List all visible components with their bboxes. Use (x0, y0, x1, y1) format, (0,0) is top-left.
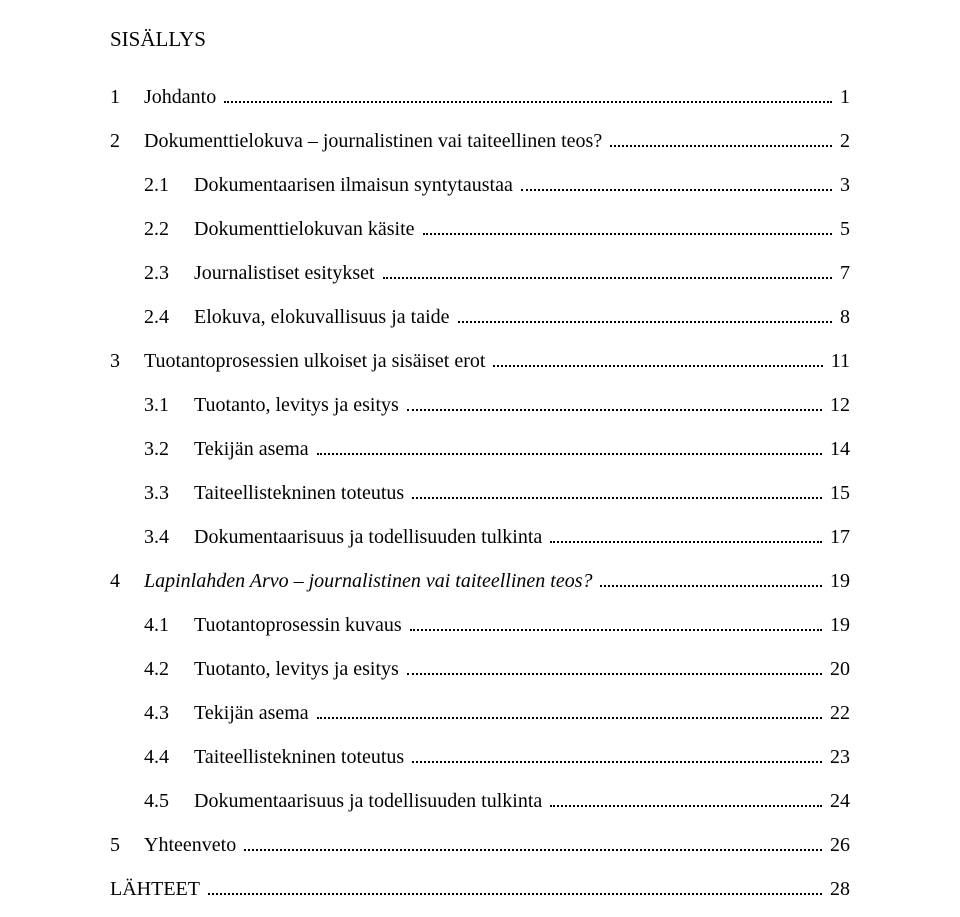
toc-entry-label: Lapinlahden Arvo – journalistinen vai ta… (144, 562, 596, 600)
toc-entry-number: 3 (110, 342, 144, 380)
toc-entry: 4.1Tuotantoprosessin kuvaus 19 (110, 606, 850, 644)
toc-entry-page: 1 (836, 78, 850, 116)
toc-entry: 4.4Taiteellistekninen toteutus 23 (110, 738, 850, 776)
toc-leader-dots (521, 178, 832, 191)
toc-entry: 2.4Elokuva, elokuvallisuus ja taide 8 (110, 298, 850, 336)
toc-entry-page: 28 (826, 870, 850, 908)
toc-leader-dots (493, 354, 822, 367)
toc-entry: 2.1Dokumentaarisen ilmaisun syntytaustaa… (110, 166, 850, 204)
toc-entry-label: Tuotanto, levitys ja esitys (194, 386, 403, 424)
toc-entry-page: 15 (826, 474, 850, 512)
toc-entry: 1Johdanto1 (110, 78, 850, 116)
toc-entry-page: 22 (826, 694, 850, 732)
toc-entry-page: 8 (836, 298, 850, 336)
toc-entry: 5Yhteenveto 26 (110, 826, 850, 864)
toc-leader-dots (410, 618, 822, 631)
toc-leader-dots (423, 222, 832, 235)
toc-entry: 3.2Tekijän asema 14 (110, 430, 850, 468)
toc-entry-label: Tuotantoprosessin kuvaus (194, 606, 406, 644)
toc-entry-page: 7 (836, 254, 850, 292)
toc-leader-dots (208, 882, 822, 895)
toc-entry-label: Tuotantoprosessien ulkoiset ja sisäiset … (144, 342, 489, 380)
toc-entry-number: 3.3 (144, 474, 194, 512)
toc-entry-number: 1 (110, 78, 144, 116)
toc-entry-label: Tekijän asema (194, 694, 313, 732)
toc-entry-page: 26 (826, 826, 850, 864)
toc-leader-dots (610, 134, 832, 147)
toc-entry-number: 3.2 (144, 430, 194, 468)
toc-leader-dots (412, 486, 822, 499)
toc-leader-dots (458, 310, 833, 323)
toc-entry-page: 14 (826, 430, 850, 468)
toc-entry: 2Dokumenttielokuva – journalistinen vai … (110, 122, 850, 160)
toc-entry-number: 3.4 (144, 518, 194, 556)
toc-entry-number: 2.4 (144, 298, 194, 336)
toc-list: 1Johdanto12Dokumenttielokuva – journalis… (110, 78, 850, 908)
toc-leader-dots (317, 706, 822, 719)
toc-entry-label: Dokumentaarisen ilmaisun syntytaustaa (194, 166, 517, 204)
toc-entry: 2.2Dokumenttielokuvan käsite 5 (110, 210, 850, 248)
toc-entry-number: 4 (110, 562, 144, 600)
toc-entry: 2.3Journalistiset esitykset 7 (110, 254, 850, 292)
toc-leader-dots (412, 750, 822, 763)
toc-entry-page: 5 (836, 210, 850, 248)
toc-entry-number: 4.4 (144, 738, 194, 776)
page: SISÄLLYS 1Johdanto12Dokumenttielokuva – … (0, 0, 960, 917)
toc-entry-page: 3 (836, 166, 850, 204)
toc-leader-dots (550, 794, 822, 807)
toc-heading: SISÄLLYS (110, 20, 850, 60)
toc-entry-label: Dokumenttielokuva – journalistinen vai t… (144, 122, 606, 160)
toc-entry: 3.4Dokumentaarisuus ja todellisuuden tul… (110, 518, 850, 556)
toc-entry-number: 4.5 (144, 782, 194, 820)
toc-entry-label: LÄHTEET (110, 870, 204, 908)
toc-entry: 3.1Tuotanto, levitys ja esitys 12 (110, 386, 850, 424)
toc-entry-label: Tuotanto, levitys ja esitys (194, 650, 403, 688)
toc-entry-page: 12 (826, 386, 850, 424)
toc-entry-label: Taiteellistekninen toteutus (194, 738, 408, 776)
toc-leader-dots (407, 662, 822, 675)
toc-entry-label: Dokumentaarisuus ja todellisuuden tulkin… (194, 518, 546, 556)
toc-entry-number: 5 (110, 826, 144, 864)
toc-leader-dots (383, 266, 832, 279)
toc-entry-number: 4.2 (144, 650, 194, 688)
toc-leader-dots (550, 530, 822, 543)
toc-leader-dots (317, 442, 822, 455)
toc-entry-label: Taiteellistekninen toteutus (194, 474, 408, 512)
toc-entry-number: 2.3 (144, 254, 194, 292)
toc-entry-page: 19 (826, 606, 850, 644)
toc-entry: LÄHTEET 28 (110, 870, 850, 908)
toc-entry-number: 4.3 (144, 694, 194, 732)
toc-entry-number: 2.1 (144, 166, 194, 204)
toc-entry: 4.2Tuotanto, levitys ja esitys 20 (110, 650, 850, 688)
toc-entry-label: Johdanto (144, 78, 220, 116)
toc-entry-label: Dokumenttielokuvan käsite (194, 210, 419, 248)
toc-entry-label: Dokumentaarisuus ja todellisuuden tulkin… (194, 782, 546, 820)
toc-entry-label: Yhteenveto (144, 826, 240, 864)
toc-entry: 3Tuotantoprosessien ulkoiset ja sisäiset… (110, 342, 850, 380)
toc-leader-dots (407, 398, 822, 411)
toc-leader-dots (600, 574, 822, 587)
toc-entry-page: 11 (827, 342, 850, 380)
toc-entry-page: 17 (826, 518, 850, 556)
toc-entry-number: 4.1 (144, 606, 194, 644)
toc-entry-number: 2 (110, 122, 144, 160)
toc-entry-page: 19 (826, 562, 850, 600)
toc-entry: 4.3Tekijän asema 22 (110, 694, 850, 732)
toc-entry: 3.3Taiteellistekninen toteutus 15 (110, 474, 850, 512)
toc-entry-page: 23 (826, 738, 850, 776)
toc-entry-label: Elokuva, elokuvallisuus ja taide (194, 298, 454, 336)
toc-entry-label: Tekijän asema (194, 430, 313, 468)
toc-entry-number: 2.2 (144, 210, 194, 248)
toc-entry-page: 20 (826, 650, 850, 688)
toc-leader-dots (244, 838, 822, 851)
toc-entry-page: 24 (826, 782, 850, 820)
toc-entry-page: 2 (836, 122, 850, 160)
toc-entry-label: Journalistiset esitykset (194, 254, 379, 292)
toc-entry-number: 3.1 (144, 386, 194, 424)
toc-entry: 4Lapinlahden Arvo – journalistinen vai t… (110, 562, 850, 600)
toc-entry: 4.5Dokumentaarisuus ja todellisuuden tul… (110, 782, 850, 820)
toc-leader-dots (224, 90, 832, 103)
